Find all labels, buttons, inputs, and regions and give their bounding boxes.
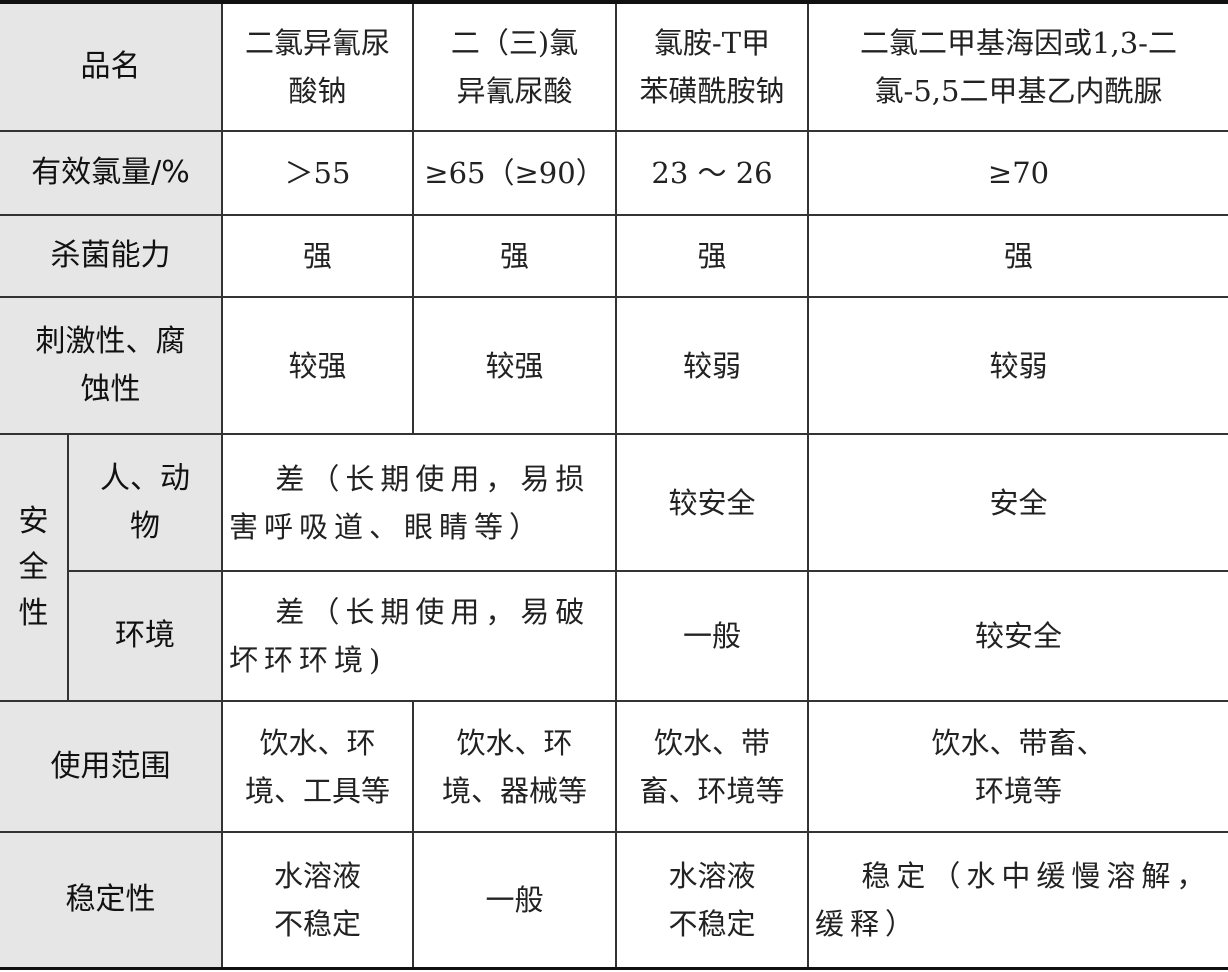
row-label: 品名 (0, 2, 223, 132)
cell: 强 (615, 214, 809, 298)
table-row: 杀菌能力 强 强 强 强 (0, 214, 1228, 298)
table-row: 有效氯量/% ＞55 ≥65（≥90） 23 ～ 26 ≥70 (0, 130, 1228, 216)
cell: 水溶液 不稳定 (615, 831, 809, 969)
row-label: 人、动 物 (67, 433, 223, 572)
cell: 饮水、环 境、器械等 (412, 700, 617, 833)
table-row: 稳定性 水溶液 不稳定 一般 水溶液 不稳定 稳定（水中缓慢溶解，缓释） (0, 831, 1228, 969)
cell: 稳定（水中缓慢溶解，缓释） (807, 831, 1228, 969)
row-label: 刺激性、腐 蚀性 (0, 296, 223, 435)
product-name: 二（三)氯 异氰尿酸 (412, 2, 617, 132)
row-label: 稳定性 (0, 831, 223, 969)
cell: 强 (412, 214, 617, 298)
cell: 一般 (412, 831, 617, 969)
row-label: 有效氯量/% (0, 130, 223, 216)
cell: 饮水、带 畜、环境等 (615, 700, 809, 833)
table-row: 使用范围 饮水、环 境、工具等 饮水、环 境、器械等 饮水、带 畜、环境等 饮水… (0, 700, 1228, 833)
product-name: 氯胺-T甲 苯磺酰胺钠 (615, 2, 809, 132)
cell: ＞55 (221, 130, 414, 216)
safety-label: 安 全 性 (0, 433, 69, 702)
cell: ≥70 (807, 130, 1228, 216)
cell: 强 (807, 214, 1228, 298)
table-row: 刺激性、腐 蚀性 较强 较强 较弱 较弱 (0, 296, 1228, 435)
cell: 强 (221, 214, 414, 298)
cell: 水溶液 不稳定 (221, 831, 414, 969)
cell: 较安全 (807, 570, 1228, 702)
header-row: 品名 二氯异氰尿 酸钠 二（三)氯 异氰尿酸 氯胺-T甲 苯磺酰胺钠 二氯二甲基… (0, 2, 1228, 132)
table-row: 环境 差（长期使用，易破坏环环境) 一般 较安全 (0, 570, 1228, 702)
row-label: 使用范围 (0, 700, 223, 833)
cell: 饮水、环 境、工具等 (221, 700, 414, 833)
cell: 饮水、带畜、 环境等 (807, 700, 1228, 833)
cell: ≥65（≥90） (412, 130, 617, 216)
cell: 安全 (807, 433, 1228, 572)
row-label: 杀菌能力 (0, 214, 223, 298)
cell: 23 ～ 26 (615, 130, 809, 216)
cell: 差（长期使用，易破坏环环境) (221, 570, 617, 702)
cell: 较弱 (615, 296, 809, 435)
table-row: 安 全 性 人、动 物 差（长期使用，易损害呼吸道、眼睛等） 较安全 安全 (0, 433, 1228, 702)
cell: 一般 (615, 570, 809, 702)
cell: 较弱 (807, 296, 1228, 435)
cell: 较强 (412, 296, 617, 435)
cell: 差（长期使用，易损害呼吸道、眼睛等） (221, 433, 617, 572)
cell: 较安全 (615, 433, 809, 572)
cell: 较强 (221, 296, 414, 435)
row-label: 环境 (68, 570, 223, 702)
product-name: 二氯二甲基海因或1,3-二 氯-5,5二甲基乙内酰脲 (807, 2, 1228, 132)
product-name: 二氯异氰尿 酸钠 (221, 2, 414, 132)
